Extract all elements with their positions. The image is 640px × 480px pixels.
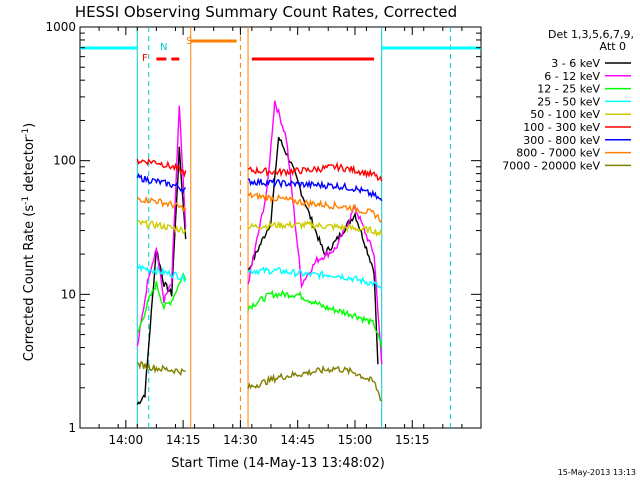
legend-label: 7000 - 20000 keV [502, 159, 600, 172]
y-tick-label: 10 [61, 287, 76, 301]
x-tick-label: 14:00 [109, 433, 144, 447]
instrument-state-lines [80, 27, 481, 428]
timestamp: 15-May-2013 13:13 [558, 468, 636, 477]
y-tick-label: 1 [68, 421, 76, 435]
x-tick-label: 15:15 [395, 433, 430, 447]
series-line-6-12-kev [136, 100, 383, 365]
chart-title: HESSI Observing Summary Count Rates, Cor… [75, 3, 457, 21]
x-tick-label: 15:00 [338, 433, 373, 447]
x-axis-label: Start Time (14-May-13 13:48:02) [171, 456, 385, 471]
axis-ticks: 14:00 14:15 14:30 14:45 15:00 15:15 1 10 100 1000 [45, 20, 482, 447]
legend-label: 50 - 100 keV [530, 108, 600, 121]
flag-s-label: S [186, 36, 192, 47]
series-line-25-50-kev [137, 263, 383, 290]
legend-label: 100 - 300 keV [523, 121, 600, 134]
x-tick-label: 14:30 [223, 433, 258, 447]
x-tick-label: 14:15 [166, 433, 201, 447]
x-tick-label: 14:45 [280, 433, 315, 447]
y-axis-label-main: Corrected Count Rate (s [22, 205, 37, 362]
y-tick-label: 1000 [45, 20, 76, 34]
legend-label: 25 - 50 keV [537, 95, 600, 108]
legend-label: 3 - 6 keV [551, 57, 600, 70]
flag-n-label: N [160, 42, 167, 53]
plot-frame [79, 26, 482, 429]
series-line-100-300-kev [136, 157, 383, 182]
series-line-50-100-kev [136, 219, 383, 238]
y-axis-label-mid: detector [22, 136, 37, 196]
y-axis-label: Corrected Count Rate (s-1 detector-1) [21, 123, 37, 361]
legend-header-2: Att 0 [600, 40, 626, 53]
legend-header-1: Det 1,3,5,6,7,9, [548, 28, 634, 41]
y-axis-label-exp1: -1 [21, 196, 31, 205]
legend-label: 12 - 25 keV [537, 83, 600, 96]
series-line-7000-20000-kev [136, 360, 382, 402]
legend-label: 800 - 7000 keV [516, 147, 600, 160]
series-layer [136, 100, 383, 405]
series-line-12-25-kev [136, 271, 383, 348]
flag-f-label: F [142, 53, 148, 64]
y-axis-label-end: ) [22, 123, 37, 128]
series-line-300-800-kev [136, 172, 383, 202]
series-line-800-7000-kev [136, 191, 383, 224]
legend-label: 300 - 800 keV [523, 134, 600, 147]
y-axis-label-exp2: -1 [21, 128, 31, 137]
y-tick-label: 100 [53, 154, 76, 168]
legend-label: 6 - 12 keV [544, 70, 600, 83]
